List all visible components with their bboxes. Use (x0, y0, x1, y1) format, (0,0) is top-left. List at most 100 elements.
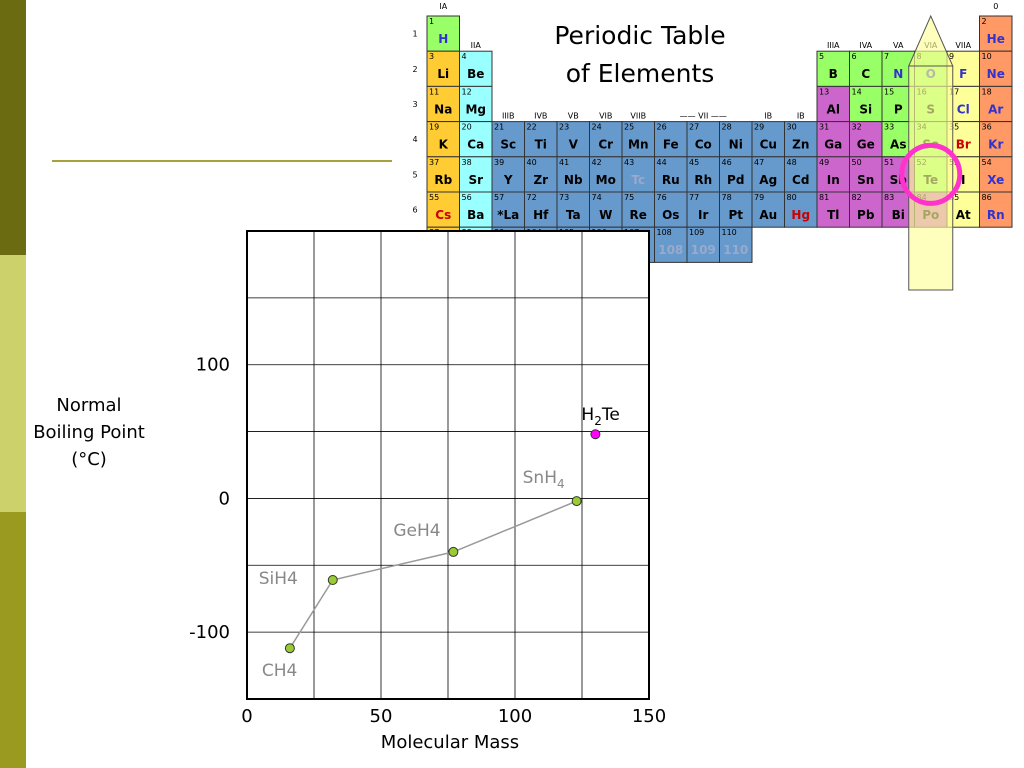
element-atomic-number: 79 (754, 193, 764, 202)
element-cell-86: 86 Rn (979, 191, 1013, 228)
element-atomic-number: 26 (657, 123, 667, 132)
element-symbol: Sr (468, 173, 483, 187)
period-number: 4 (412, 135, 417, 144)
element-cell-bg (816, 121, 850, 158)
element-cell-bg (784, 156, 818, 193)
element-cell-bg (751, 191, 785, 228)
element-symbol: Kr (988, 138, 1003, 152)
series-points (284, 429, 601, 654)
element-atomic-number: 31 (819, 123, 829, 132)
element-symbol: Re (630, 208, 647, 222)
element-atomic-number: 28 (722, 123, 732, 132)
sidebar-band-top (0, 0, 26, 255)
element-cell-49: 49 In (816, 156, 850, 193)
group-via-arrow-shaft (908, 65, 954, 291)
element-cell-4: 4Be (459, 50, 493, 87)
element-atomic-number: 33 (884, 123, 894, 132)
element-symbol: *La (497, 208, 519, 222)
element-cell-bg (816, 85, 850, 123)
group-header: IIIA (827, 41, 840, 50)
x-tick-labels: 0 50 100 150 (241, 706, 666, 727)
element-atomic-number: 23 (559, 123, 569, 132)
element-symbol: Ca (467, 138, 484, 152)
element-atomic-number: 57 (494, 193, 504, 202)
element-atomic-number: 80 (787, 193, 797, 202)
element-cell-bg (589, 156, 623, 193)
element-cell-56: 56 Ba (459, 191, 493, 228)
element-atomic-number: 38 (462, 158, 472, 167)
element-cell-77: 77 Ir (686, 191, 720, 228)
element-cell-bg (849, 156, 883, 193)
x-tick-label: 150 (632, 706, 666, 727)
element-cell-bg (979, 50, 1013, 87)
group-header: IIIB (502, 112, 515, 121)
group-header: VB (568, 112, 579, 121)
element-atomic-number: 46 (722, 158, 732, 167)
element-symbol: Mn (628, 138, 648, 152)
element-cell-bg (686, 121, 720, 158)
element-cell-12: 12 Mg (459, 85, 493, 123)
x-axis-label: Molecular Mass (381, 732, 519, 753)
point-labels: CH4 SiH4 GeH4 SnH4 H2Te (259, 405, 620, 681)
element-atomic-number: 6 (852, 52, 857, 61)
element-cell-28: 28 Ni (719, 121, 753, 158)
element-symbol: Al (827, 102, 840, 116)
element-cell-54: 54 Xe (979, 156, 1013, 193)
element-atomic-number: 39 (494, 158, 504, 167)
element-atomic-number: 32 (852, 123, 862, 132)
element-atomic-number: 44 (657, 158, 667, 167)
element-cell-39: 39 Y (491, 156, 525, 193)
group-header: VIIA (955, 41, 971, 50)
element-atomic-number: 17 (949, 87, 959, 96)
element-cell-bg (849, 50, 883, 87)
period-number: 2 (412, 65, 417, 74)
element-cell-32: 32 Ge (849, 121, 883, 158)
element-atomic-number: 73 (559, 193, 569, 202)
y-tick-label: 0 (219, 488, 230, 509)
element-symbol: Ni (729, 138, 743, 152)
element-cell-109: 109 109 (686, 226, 720, 263)
element-symbol: V (569, 138, 579, 152)
element-symbol: Ti (535, 138, 547, 152)
element-atomic-number: 22 (527, 123, 537, 132)
element-cell-bg (556, 121, 590, 158)
element-cell-20: 20 Ca (459, 121, 493, 158)
element-cell-82: 82 Pb (849, 191, 883, 228)
element-symbol: Sn (857, 173, 874, 187)
element-symbol: Xe (987, 173, 1004, 187)
title-divider-line (52, 160, 392, 162)
element-atomic-number: 43 (624, 158, 634, 167)
tellurium-highlight-circle (899, 142, 963, 206)
element-atomic-number: 83 (884, 193, 894, 202)
element-cell-43: 43 Tc (621, 156, 655, 193)
element-symbol: Si (859, 102, 872, 116)
element-symbol: Bi (892, 208, 905, 222)
element-atomic-number: 1 (429, 17, 434, 26)
element-symbol: C (861, 67, 870, 81)
element-atomic-number: 24 (592, 123, 602, 132)
element-atomic-number: 78 (722, 193, 732, 202)
element-symbol: Tc (631, 173, 645, 187)
element-symbol: F (959, 67, 967, 81)
element-symbol: Pd (727, 173, 744, 187)
element-cell-38: 38 Sr (459, 156, 493, 193)
group-header: IVB (534, 112, 547, 121)
element-atomic-number: 10 (982, 52, 992, 61)
element-symbol: Nb (564, 173, 583, 187)
y-tick-label: -100 (189, 622, 230, 643)
element-symbol: Ta (566, 208, 581, 222)
series-line (289, 500, 577, 649)
element-cell-6: 6C (849, 50, 883, 87)
element-cell-11: 11 Na (426, 85, 460, 123)
x-tick-label: 0 (241, 706, 252, 727)
element-cell-30: 30 Zn (784, 121, 818, 158)
element-atomic-number: 7 (884, 52, 889, 61)
element-symbol: W (599, 208, 612, 222)
element-atomic-number: 35 (949, 123, 959, 132)
element-atomic-number: 72 (527, 193, 537, 202)
element-symbol: Fe (663, 138, 679, 152)
element-symbol: Ar (988, 102, 1003, 116)
chart-grid (247, 231, 649, 699)
element-cell-76: 76 Os (654, 191, 688, 228)
element-symbol: Cl (957, 102, 970, 116)
